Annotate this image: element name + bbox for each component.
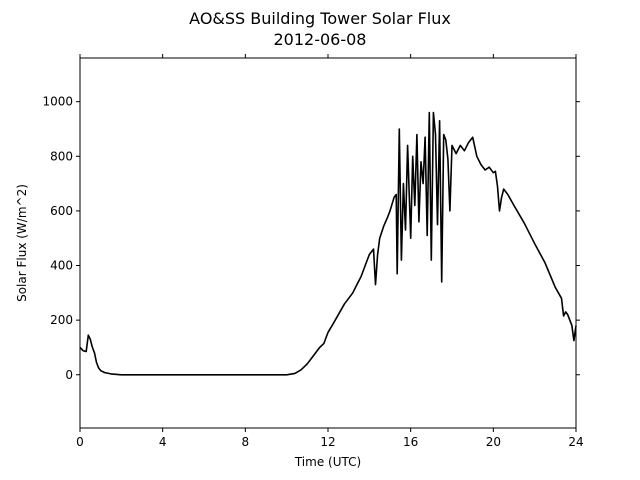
y-tick-label: 0 — [65, 368, 73, 382]
plot-area: 0 4 8 12 16 20 24 0 200 400 600 800 1000 — [42, 54, 584, 449]
chart-subtitle: 2012-06-08 — [274, 30, 367, 49]
y-tick-label: 200 — [50, 313, 73, 327]
x-tick-label: 4 — [159, 435, 167, 449]
x-tick-label: 0 — [76, 435, 84, 449]
y-tick-label: 800 — [50, 149, 73, 163]
y-tick-label: 600 — [50, 204, 73, 218]
y-tick-label: 1000 — [42, 95, 73, 109]
plot-frame — [79, 57, 577, 429]
x-axis-label: Time (UTC) — [294, 455, 361, 469]
solar-flux-line — [79, 111, 577, 376]
x-tick-label: 16 — [403, 435, 418, 449]
y-axis-label: Solar Flux (W/m^2) — [15, 184, 29, 302]
x-tick-label: 12 — [320, 435, 335, 449]
x-axis-ticks: 0 4 8 12 16 20 24 — [76, 54, 584, 449]
series-group — [79, 111, 577, 376]
y-axis-ticks: 0 200 400 600 800 1000 — [42, 95, 580, 382]
x-tick-label: 24 — [568, 435, 583, 449]
y-tick-label: 400 — [50, 259, 73, 273]
x-tick-label: 20 — [486, 435, 501, 449]
chart-title: AO&SS Building Tower Solar Flux — [189, 9, 451, 28]
x-tick-label: 8 — [242, 435, 250, 449]
